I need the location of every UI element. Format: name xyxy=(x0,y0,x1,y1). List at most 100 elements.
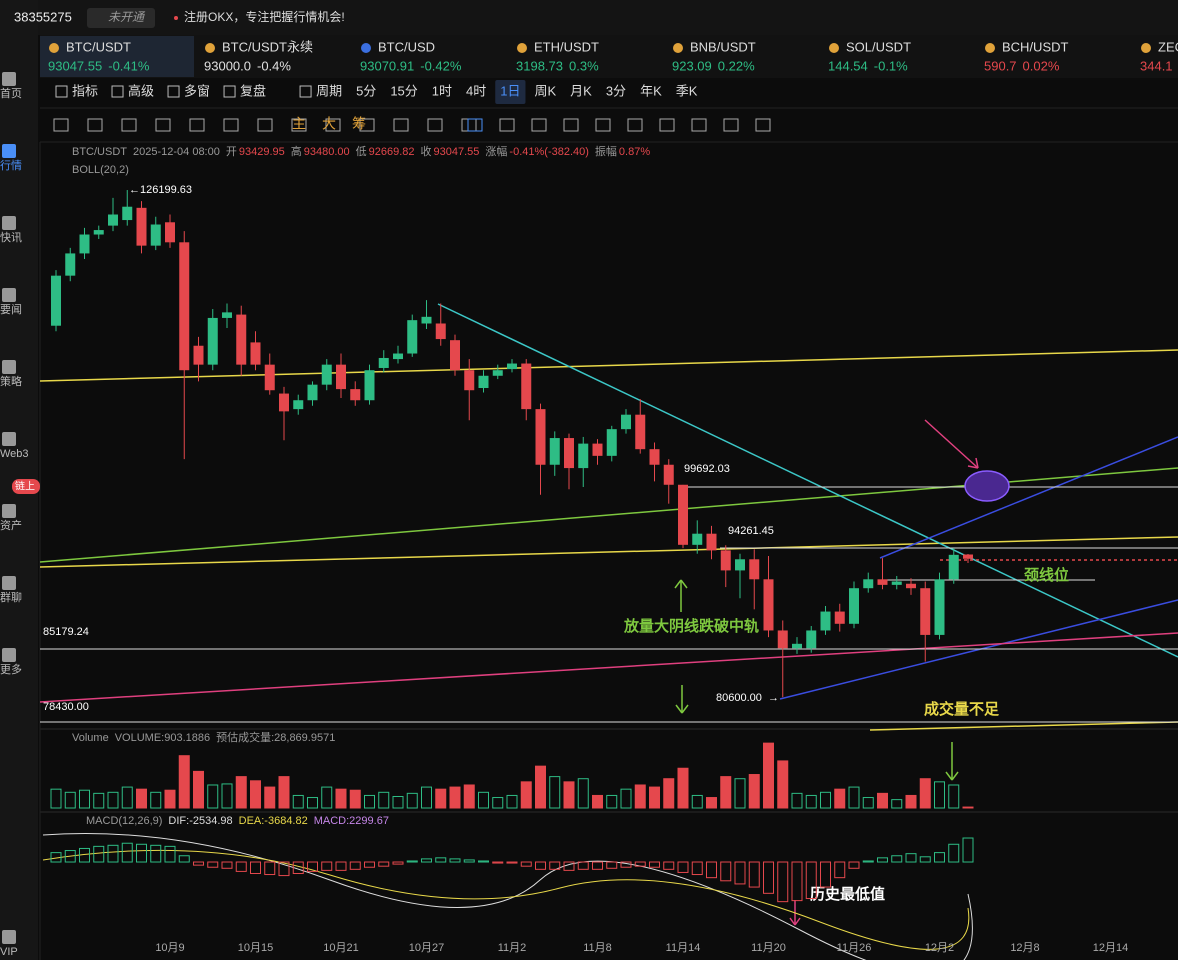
period[interactable]: 3分 xyxy=(606,83,626,98)
trendline xyxy=(39,632,1178,703)
tool[interactable]: 指标 xyxy=(72,83,98,98)
draw-tool[interactable] xyxy=(223,118,239,132)
nav-label[interactable]: 行情 xyxy=(0,159,22,172)
draw-tool[interactable] xyxy=(87,118,103,132)
annotation: 历史最低值 xyxy=(810,885,885,903)
volume-bar xyxy=(520,781,532,809)
period[interactable]: 年K xyxy=(640,83,662,98)
volume-bar xyxy=(506,794,518,809)
info-low: 92669.82 xyxy=(369,146,415,158)
draw-tool[interactable] xyxy=(325,118,341,132)
nav-label[interactable]: Web3 xyxy=(0,448,29,460)
draw-tool[interactable] xyxy=(691,118,707,132)
draw-tool[interactable] xyxy=(121,118,137,132)
period[interactable]: 1日 xyxy=(500,83,520,98)
x-tick-label: 12月14 xyxy=(1093,942,1128,954)
tab-name[interactable]: BCH/USDT xyxy=(1002,39,1069,54)
candle-body xyxy=(934,579,945,635)
tab-change: -0.1% xyxy=(874,58,908,73)
candle-body xyxy=(963,554,973,559)
nav-label[interactable]: 资产 xyxy=(0,518,22,532)
tab-change: 0.3% xyxy=(569,58,599,73)
tab-name[interactable]: BTC/USD xyxy=(378,39,435,54)
draw-tool[interactable] xyxy=(359,118,375,132)
draw-tool[interactable] xyxy=(291,118,307,132)
tool[interactable]: 周期 xyxy=(316,83,342,98)
candle-body xyxy=(606,429,617,456)
draw-tool-text[interactable]: 筹 xyxy=(352,116,366,132)
nav-label[interactable]: 更多 xyxy=(0,662,22,676)
volume-bar xyxy=(677,767,689,809)
draw-tool[interactable] xyxy=(393,118,409,132)
period[interactable]: 15分 xyxy=(390,83,417,98)
draw-tool[interactable] xyxy=(563,118,579,132)
macd-bar xyxy=(506,861,518,864)
candle-body xyxy=(450,340,460,371)
candle-body xyxy=(93,230,104,235)
period[interactable]: 季K xyxy=(676,83,698,98)
tab-icon xyxy=(49,43,59,53)
tool[interactable]: 高级 xyxy=(128,83,154,98)
draw-tool[interactable] xyxy=(155,118,171,132)
info-time: 2025-12-04 08:00 xyxy=(133,146,220,158)
period[interactable]: 月K xyxy=(570,83,592,98)
draw-tool[interactable] xyxy=(257,118,273,132)
nav-label[interactable]: 要闻 xyxy=(0,302,22,316)
candle-body xyxy=(492,370,503,376)
volume-bar xyxy=(164,789,176,809)
volume-bar xyxy=(563,781,575,809)
volume-bar xyxy=(663,778,675,809)
period[interactable]: 5分 xyxy=(356,83,376,98)
dea-line xyxy=(42,849,970,950)
tab-change: -0.42% xyxy=(420,58,462,73)
tab-name[interactable]: BNB/USDT xyxy=(690,39,756,54)
draw-tool[interactable] xyxy=(659,118,675,132)
volume-estimate: 预估成交量:28,869.9571 xyxy=(216,730,335,744)
period[interactable]: 周K xyxy=(534,83,556,98)
volume-bar xyxy=(207,784,219,809)
tab-name[interactable]: BTC/USDT xyxy=(66,39,131,54)
tab-name[interactable]: ETH/USDT xyxy=(534,39,599,54)
tab-name[interactable]: ZEC xyxy=(1158,39,1178,54)
nav-label[interactable]: 群聊 xyxy=(0,590,22,604)
volume-bar xyxy=(378,791,390,809)
tool[interactable]: 复盘 xyxy=(240,83,266,98)
tab-name[interactable]: BTC/USDT永续 xyxy=(222,39,313,54)
macd-bar xyxy=(862,860,874,863)
period[interactable]: 1时 xyxy=(432,83,452,98)
nav-label[interactable]: 策略 xyxy=(0,374,22,388)
volume-bar xyxy=(292,794,304,809)
draw-tool[interactable] xyxy=(595,118,611,132)
macd-bar xyxy=(834,861,846,879)
tab-name[interactable]: SOL/USDT xyxy=(846,39,911,54)
nav-label[interactable]: VIP xyxy=(0,946,18,958)
arrow xyxy=(674,579,688,612)
draw-tool-text[interactable]: 大 xyxy=(322,116,336,132)
nav-label[interactable]: 快讯 xyxy=(0,231,22,244)
candle-body xyxy=(350,389,361,401)
volume-bar xyxy=(734,778,746,809)
draw-tool[interactable] xyxy=(755,118,771,132)
nav-label[interactable]: 首页 xyxy=(0,86,22,100)
draw-tool[interactable] xyxy=(461,118,477,132)
draw-tool[interactable] xyxy=(499,118,515,132)
draw-tool-text[interactable]: 主 xyxy=(292,116,306,132)
tool[interactable]: 多窗 xyxy=(184,83,210,98)
draw-tool[interactable] xyxy=(531,118,547,132)
draw-tool[interactable] xyxy=(723,118,739,132)
period[interactable]: 4时 xyxy=(466,83,486,98)
candle-body xyxy=(336,364,346,390)
info-low_label: 低 xyxy=(356,145,367,158)
draw-tool[interactable] xyxy=(467,118,483,132)
draw-tool[interactable] xyxy=(427,118,443,132)
draw-tool[interactable] xyxy=(627,118,643,132)
macd-bar xyxy=(848,861,860,869)
volume-bar xyxy=(221,783,233,809)
candle-body xyxy=(165,222,175,243)
draw-tool[interactable] xyxy=(189,118,205,132)
candle-body xyxy=(678,484,688,545)
volume-bar xyxy=(93,792,105,809)
macd-bar xyxy=(250,861,261,874)
tab-price: 3198.73 xyxy=(516,58,563,73)
draw-tool[interactable] xyxy=(53,118,69,132)
